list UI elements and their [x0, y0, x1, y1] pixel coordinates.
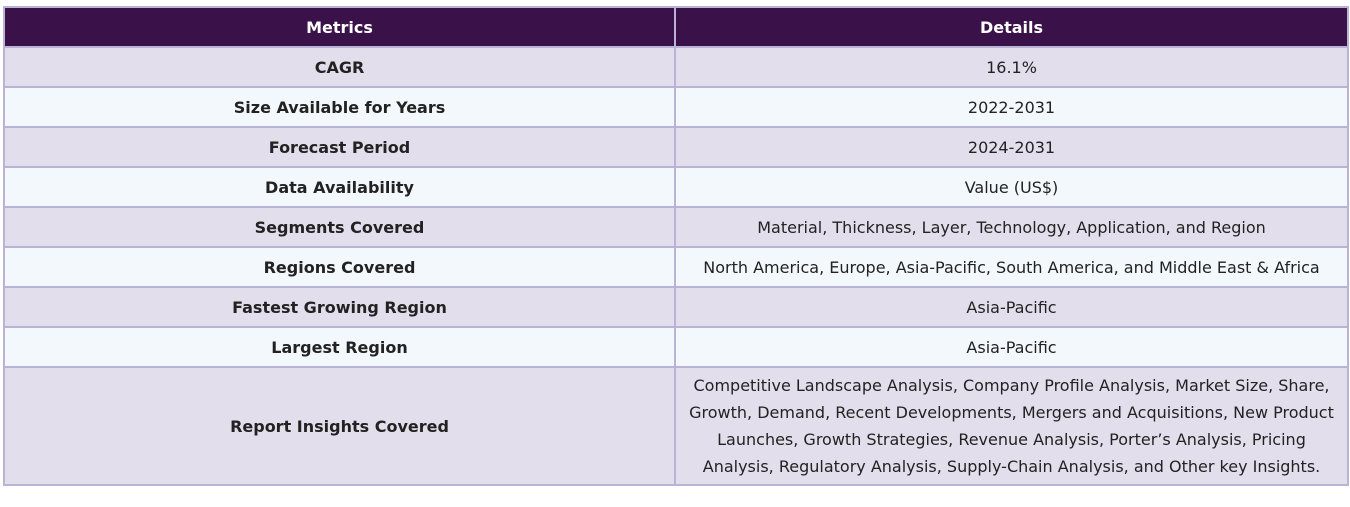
table-row: Forecast Period 2024-2031	[3, 126, 1349, 168]
table-row: Data Availability Value (US$)	[3, 166, 1349, 208]
table-row: Fastest Growing Region Asia-Pacific	[3, 286, 1349, 328]
metric-cell-forecast-period: Forecast Period	[3, 126, 676, 168]
detail-cell-size-years: 2022-2031	[674, 86, 1349, 128]
detail-cell-cagr: 16.1%	[674, 46, 1349, 88]
metric-cell-regions-covered: Regions Covered	[3, 246, 676, 288]
report-summary-table-container: Metrics Details CAGR 16.1% Size Availabl…	[3, 6, 1349, 486]
table-row: Segments Covered Material, Thickness, La…	[3, 206, 1349, 248]
metric-cell-data-availability: Data Availability	[3, 166, 676, 208]
detail-cell-report-insights: Competitive Landscape Analysis, Company …	[674, 366, 1349, 486]
table-row: Regions Covered North America, Europe, A…	[3, 246, 1349, 288]
table-row: Largest Region Asia-Pacific	[3, 326, 1349, 368]
report-summary-table: Metrics Details CAGR 16.1% Size Availabl…	[3, 6, 1349, 486]
detail-cell-segments-covered: Material, Thickness, Layer, Technology, …	[674, 206, 1349, 248]
metrics-column-header: Metrics	[3, 6, 676, 48]
details-column-header: Details	[674, 6, 1349, 48]
detail-cell-regions-covered: North America, Europe, Asia-Pacific, Sou…	[674, 246, 1349, 288]
detail-cell-largest-region: Asia-Pacific	[674, 326, 1349, 368]
metric-cell-size-years: Size Available for Years	[3, 86, 676, 128]
table-header-row: Metrics Details	[3, 6, 1349, 48]
detail-cell-fastest-growing-region: Asia-Pacific	[674, 286, 1349, 328]
metric-cell-report-insights: Report Insights Covered	[3, 366, 676, 486]
detail-cell-forecast-period: 2024-2031	[674, 126, 1349, 168]
metric-cell-segments-covered: Segments Covered	[3, 206, 676, 248]
detail-cell-data-availability: Value (US$)	[674, 166, 1349, 208]
metric-cell-cagr: CAGR	[3, 46, 676, 88]
table-row: Size Available for Years 2022-2031	[3, 86, 1349, 128]
metric-cell-largest-region: Largest Region	[3, 326, 676, 368]
table-row: Report Insights Covered Competitive Land…	[3, 366, 1349, 486]
table-row: CAGR 16.1%	[3, 46, 1349, 88]
metric-cell-fastest-growing-region: Fastest Growing Region	[3, 286, 676, 328]
